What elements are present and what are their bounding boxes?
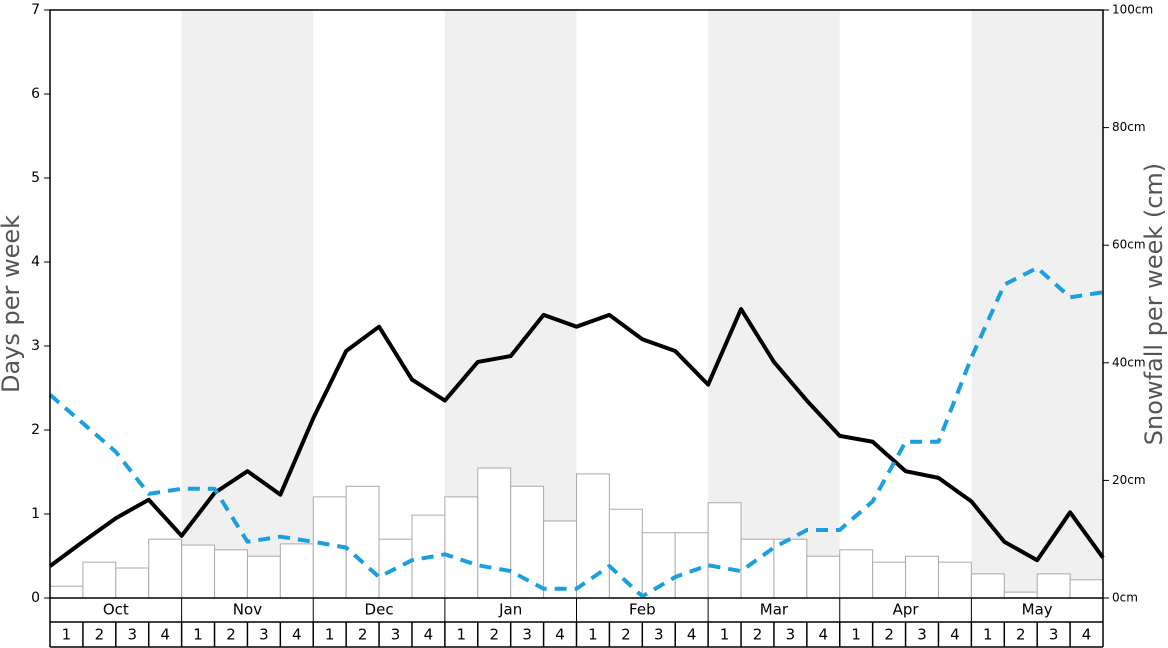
month-label: Oct xyxy=(103,601,129,619)
x-tick-label: 2 xyxy=(884,626,894,644)
bar xyxy=(543,520,577,599)
y-axis-label: Days per week xyxy=(0,215,25,393)
bar xyxy=(773,538,808,599)
y2-tick-label: 40cm xyxy=(1112,355,1146,369)
y-tick-label: 5 xyxy=(31,170,40,186)
month-band xyxy=(971,10,1103,598)
x-tick-label: 2 xyxy=(621,626,631,644)
bar xyxy=(1069,579,1104,599)
x-tick-label: 1 xyxy=(457,626,467,644)
bar xyxy=(806,555,841,599)
x-tick-label: 3 xyxy=(917,626,927,644)
x-tick-label: 1 xyxy=(983,626,993,644)
bar xyxy=(937,561,972,599)
bar xyxy=(279,543,314,599)
y-tick-label: 0 xyxy=(31,590,40,606)
x-tick-label: 3 xyxy=(127,626,137,644)
x-tick-label: 3 xyxy=(522,626,532,644)
x-tick-label: 2 xyxy=(1016,626,1026,644)
month-label: Nov xyxy=(233,601,262,619)
bar xyxy=(82,561,117,599)
series-line xyxy=(48,307,1105,568)
month-band xyxy=(708,10,840,598)
x-tick-label: 4 xyxy=(950,626,960,644)
y-tick-label: 4 xyxy=(31,254,40,270)
x-tick-label: 1 xyxy=(588,626,598,644)
x-tick-label: 1 xyxy=(193,626,203,644)
bar xyxy=(49,585,84,599)
bar xyxy=(839,549,874,599)
bar xyxy=(477,467,512,599)
y2-tick-label: 0cm xyxy=(1112,591,1138,605)
x-tick-label: 4 xyxy=(1082,626,1092,644)
month-band xyxy=(181,10,314,598)
bar xyxy=(872,561,907,599)
bar xyxy=(214,549,248,599)
x-tick-label: 1 xyxy=(325,626,335,644)
x-tick-label: 1 xyxy=(720,626,730,644)
bar xyxy=(181,544,216,599)
bar xyxy=(148,538,183,599)
y2-tick-label: 80cm xyxy=(1112,120,1146,134)
y-tick-label: 2 xyxy=(31,422,40,438)
bar xyxy=(740,538,775,599)
y-tick-label: 3 xyxy=(31,338,40,354)
bar xyxy=(345,485,380,599)
bar xyxy=(444,496,479,599)
x-tick-label: 4 xyxy=(160,626,170,644)
bar xyxy=(1003,591,1038,599)
month-label: Mar xyxy=(760,601,789,619)
x-tick-label: 4 xyxy=(819,626,829,644)
x-tick-label: 4 xyxy=(292,626,302,644)
month-label: May xyxy=(1022,601,1053,619)
bar xyxy=(115,567,150,599)
x-tick-label: 4 xyxy=(687,626,697,644)
x-tick-label: 2 xyxy=(753,626,763,644)
x-tick-label: 3 xyxy=(259,626,269,644)
y2-tick-label: 100cm xyxy=(1112,3,1153,17)
x-tick-label: 1 xyxy=(62,626,72,644)
y-tick-label: 7 xyxy=(31,2,40,18)
x-tick-label: 3 xyxy=(654,626,664,644)
month-label: Apr xyxy=(893,601,920,619)
month-label: Dec xyxy=(365,601,394,619)
month-label: Feb xyxy=(629,601,656,619)
y-tick-label: 6 xyxy=(31,86,40,102)
bar xyxy=(674,532,709,599)
x-tick-label: 4 xyxy=(555,626,565,644)
x-tick-label: 1 xyxy=(851,626,861,644)
x-tick-label: 3 xyxy=(391,626,401,644)
bar xyxy=(970,573,1005,599)
y-tick-label: 1 xyxy=(31,506,40,522)
x-tick-label: 2 xyxy=(358,626,368,644)
bar xyxy=(707,502,742,599)
x-tick-label: 2 xyxy=(95,626,105,644)
x-tick-label: 2 xyxy=(489,626,499,644)
bar xyxy=(608,508,643,599)
bar xyxy=(1036,573,1071,599)
x-tick-label: 3 xyxy=(786,626,796,644)
x-tick-label: 4 xyxy=(424,626,434,644)
x-tick-label: 2 xyxy=(226,626,236,644)
month-label: Jan xyxy=(498,601,522,619)
y2-tick-label: 20cm xyxy=(1112,473,1146,487)
bar xyxy=(246,555,281,599)
bar xyxy=(905,555,939,599)
y2-axis-label: Snowfall per week (cm) xyxy=(1140,163,1168,445)
y2-tick-label: 60cm xyxy=(1112,238,1146,252)
x-tick-label: 3 xyxy=(1049,626,1059,644)
series-line xyxy=(48,265,1104,599)
